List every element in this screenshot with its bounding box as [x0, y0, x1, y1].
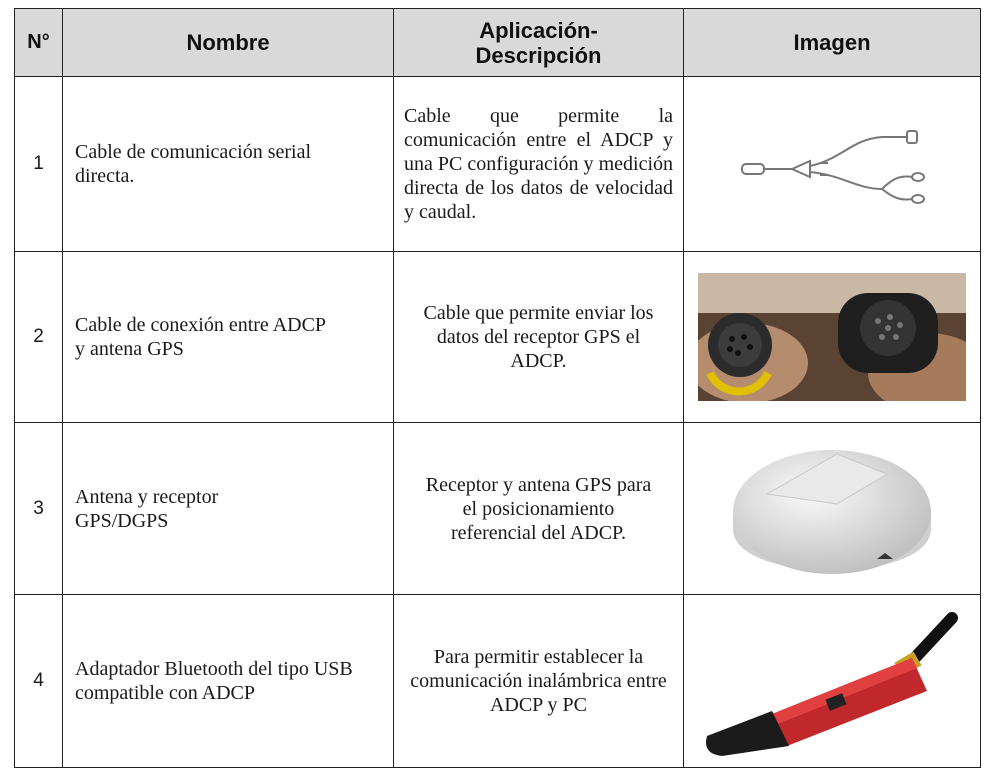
image-cell [683, 422, 981, 595]
description-cell: Cable que permite la comunicación entre … [393, 76, 684, 252]
number-cell: 4 [14, 594, 63, 768]
name-cell: Cable de comunicación serial directa. [62, 76, 394, 252]
name-cell: Antena y receptor GPS/DGPS [62, 422, 394, 595]
number-cell: 2 [14, 251, 63, 423]
table-row: 4 Adaptador Bluetooth del tipo USB compa… [14, 594, 981, 768]
description-cell: Para permitir establecer la comunicación… [393, 594, 684, 768]
number-cell: 3 [14, 422, 63, 595]
gps-antenna-image [733, 449, 931, 574]
table-row: 2 Cable de conexión entre ADCP y antena … [14, 251, 981, 423]
header-cell: Imagen [683, 8, 981, 77]
image-cell [683, 251, 981, 423]
number-cell: 1 [14, 76, 63, 252]
header-cell: N° [14, 8, 63, 77]
connector-image [698, 273, 966, 401]
image-cell [683, 594, 981, 768]
description-cell: Cable que permite enviar los datos del r… [393, 251, 684, 423]
image-cell [683, 76, 981, 252]
name-cell: Adaptador Bluetooth del tipo USB compati… [62, 594, 394, 768]
table-row: 3 Antena y receptor GPS/DGPS Receptor y … [14, 422, 981, 595]
description-cell: Receptor y antena GPS para el posicionam… [393, 422, 684, 595]
header-cell: Aplicación-Descripción [393, 8, 684, 77]
name-cell: Cable de conexión entre ADCP y antena GP… [62, 251, 394, 423]
cable-image [741, 130, 925, 204]
equipment-table: N° Nombre Aplicación-Descripción Imagen … [14, 8, 981, 768]
table-row: 1 Cable de comunicación serial directa. … [14, 76, 981, 252]
bluetooth-adapter-image [706, 612, 958, 756]
header-row: N° Nombre Aplicación-Descripción Imagen [14, 8, 981, 77]
header-cell: Nombre [62, 8, 394, 77]
